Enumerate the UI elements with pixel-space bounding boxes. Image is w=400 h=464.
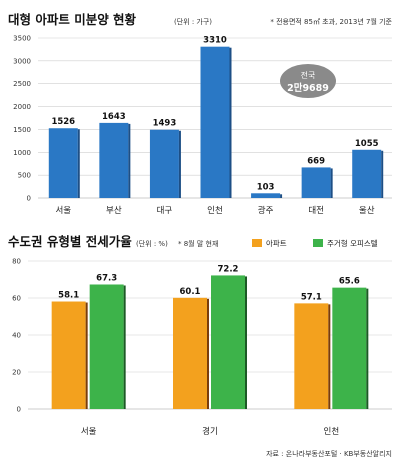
chart1-bar — [251, 193, 281, 198]
chart1-y-tick-label: 2500 — [13, 80, 31, 88]
chart1-bar-shadow — [280, 194, 283, 198]
chart2-bar-shadow-apartment — [207, 298, 209, 409]
chart2-bar-apartment — [173, 297, 207, 409]
chart2-gridlines — [28, 260, 392, 410]
chart1-category-label: 광주 — [258, 205, 274, 216]
chart2-value-label-apartment: 60.1 — [180, 287, 201, 297]
chart2-value-label-officetel: 72.2 — [218, 264, 239, 274]
chart2-bar-officetel — [332, 287, 367, 409]
chart2-value-label-officetel: 67.3 — [96, 273, 117, 283]
chart2-value-label-apartment: 58.1 — [58, 291, 79, 301]
chart1-bar — [99, 122, 129, 198]
chart1-category-label: 대전 — [308, 205, 324, 216]
chart1-y-tick-label: 500 — [18, 172, 31, 180]
chart2-title: 수도권 유형별 전세가율 — [8, 234, 132, 249]
chart2-bar-shadow-officetel — [366, 288, 369, 409]
chart1-y-tick-label: 0 — [27, 195, 31, 203]
chart1-bar — [149, 129, 179, 198]
legend-label-officetel: 주거형 오피스텔 — [327, 239, 378, 248]
chart2-y-tick-label: 60 — [12, 295, 21, 303]
chart2-y-tick-label: 0 — [17, 406, 21, 414]
chart1-y-tick-label: 2000 — [13, 103, 31, 111]
chart1-value-label: 1493 — [153, 119, 177, 129]
chart2-note: * 8월 말 현재 — [178, 239, 218, 248]
chart2-value-label-apartment: 57.1 — [301, 292, 322, 302]
chart1-bar-shadow — [330, 168, 333, 198]
badge-ellipse — [280, 64, 336, 98]
chart1-category-label: 부산 — [106, 205, 122, 216]
chart2-bar-shadow-officetel — [123, 285, 126, 409]
chart1-bar — [352, 149, 382, 198]
chart2-y-axis: 0 20 40 60 80 — [12, 258, 21, 414]
source-credit: 자료 : 온나라부동산포털 · KB부동산알리지 — [266, 449, 392, 458]
chart2-y-tick-label: 20 — [12, 369, 21, 377]
chart2-bar-officetel — [89, 284, 124, 409]
chart1-category-label: 대구 — [157, 206, 173, 216]
chart1-y-axis: 0 500 1000 1500 2000 2500 3000 3500 — [13, 35, 31, 203]
chart2-bar-apartment — [51, 301, 86, 409]
chart2-category-label: 서울 — [81, 427, 97, 437]
chart1-value-label: 1526 — [51, 117, 75, 127]
chart1-value-label: 103 — [257, 182, 275, 192]
chart2-bar-apartment — [294, 303, 329, 409]
chart2-y-tick-label: 40 — [12, 332, 21, 340]
chart1-x-axis: 서울 부산 대구 인천 광주 대전 울산 — [55, 205, 374, 216]
chart2-x-axis: 서울 경기 인천 — [81, 426, 339, 437]
chart1-y-tick-label: 3000 — [13, 57, 31, 65]
legend-label-apartment: 아파트 — [266, 238, 287, 248]
chart2-value-labels: 58.1 67.3 60.1 72.2 57.1 65.6 — [58, 264, 360, 302]
chart1-title: 대형 아파트 미분양 현황 — [8, 12, 137, 27]
chart2-bar-shadow-officetel — [245, 276, 247, 409]
chart1-category-label: 울산 — [359, 205, 375, 216]
badge-label: 전국 — [301, 70, 316, 80]
chart1-category-label: 인천 — [207, 205, 223, 216]
chart1-bar — [301, 167, 331, 198]
chart1-y-tick-label: 1500 — [13, 126, 31, 134]
chart2-bars — [51, 275, 369, 409]
chart1-y-tick-label: 3500 — [13, 35, 31, 43]
chart1-category-label: 서울 — [55, 206, 71, 216]
legend-swatch-officetel — [313, 239, 323, 247]
chart1-bar-shadow — [178, 130, 181, 198]
chart2-bar-officetel — [211, 275, 245, 409]
chart1-value-label: 1643 — [102, 112, 126, 122]
chart1-bar — [48, 128, 78, 198]
chart1-unit-label: (단위 : 가구) — [174, 17, 212, 26]
chart1-bars — [48, 46, 384, 198]
chart1-value-labels: 1526 1643 1493 3310 103 669 1055 — [51, 36, 378, 193]
legend-swatch-apartment — [252, 239, 262, 247]
chart1-bar-shadow — [128, 123, 131, 198]
chart2-bar-shadow-apartment — [328, 304, 331, 409]
chart2-category-label: 인천 — [324, 426, 340, 437]
chart1-value-label: 3310 — [203, 36, 227, 46]
chart2-legend: 아파트 주거형 오피스텔 — [252, 238, 378, 248]
badge-value: 2만9689 — [287, 82, 329, 94]
chart2-category-label: 경기 — [202, 426, 218, 437]
chart1-value-label: 1055 — [355, 139, 379, 149]
chart1-bar — [200, 46, 230, 198]
chart1-note: * 전용면적 85㎡ 초과, 2013년 7월 기준 — [270, 17, 392, 26]
chart2-value-label-officetel: 65.6 — [339, 277, 360, 287]
chart1-bar-shadow — [381, 150, 384, 198]
chart1-bar-shadow — [229, 47, 232, 198]
chart1-y-tick-label: 1000 — [13, 149, 31, 157]
chart1-value-label: 669 — [307, 156, 325, 166]
chart1-bar-shadow — [77, 129, 80, 198]
chart2-unit-label: (단위 : %) — [136, 239, 168, 248]
chart2-y-tick-label: 80 — [12, 258, 21, 266]
nationwide-total-badge: 전국 2만9689 — [280, 64, 336, 98]
chart2-bar-shadow-apartment — [85, 302, 88, 409]
